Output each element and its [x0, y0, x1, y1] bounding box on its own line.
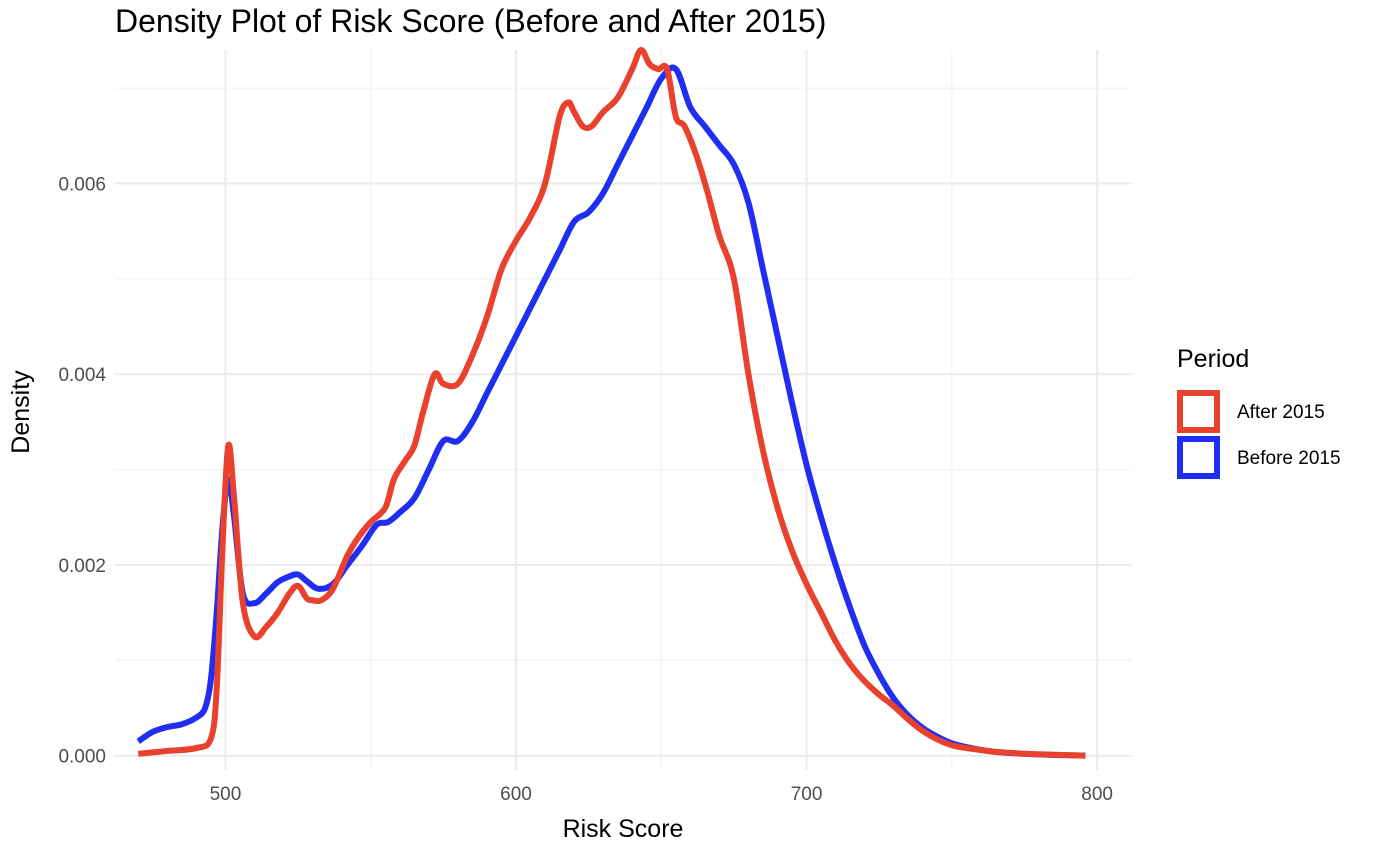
x-axis-title: Risk Score — [563, 815, 684, 843]
series-line-before-2015 — [136, 64, 1086, 759]
y-tick-label: 0.006 — [58, 175, 106, 196]
series-lines — [136, 47, 1086, 759]
y-tick-label: 0.004 — [58, 365, 106, 386]
grid — [115, 50, 1132, 770]
legend-key-after-2015 — [1177, 390, 1220, 433]
tick-labels: 500 600 700 800 0.000 0.002 0.004 0.006 — [58, 175, 1113, 805]
series-line-after-2015 — [137, 47, 1086, 759]
x-tick-label: 700 — [791, 784, 823, 805]
legend-key-before-2015 — [1177, 436, 1220, 479]
x-tick-label: 800 — [1081, 784, 1113, 805]
legend: Period After 2015 Before 2015 — [1177, 345, 1341, 479]
legend-label-after-2015: After 2015 — [1237, 402, 1325, 423]
legend-title: Period — [1177, 345, 1249, 373]
legend-label-before-2015: Before 2015 — [1237, 448, 1341, 469]
y-axis-title: Density — [7, 370, 35, 454]
y-tick-label: 0.000 — [58, 747, 106, 768]
x-tick-label: 600 — [500, 784, 532, 805]
x-tick-label: 500 — [210, 784, 242, 805]
chart-title: Density Plot of Risk Score (Before and A… — [115, 3, 826, 39]
y-tick-label: 0.002 — [58, 556, 106, 577]
